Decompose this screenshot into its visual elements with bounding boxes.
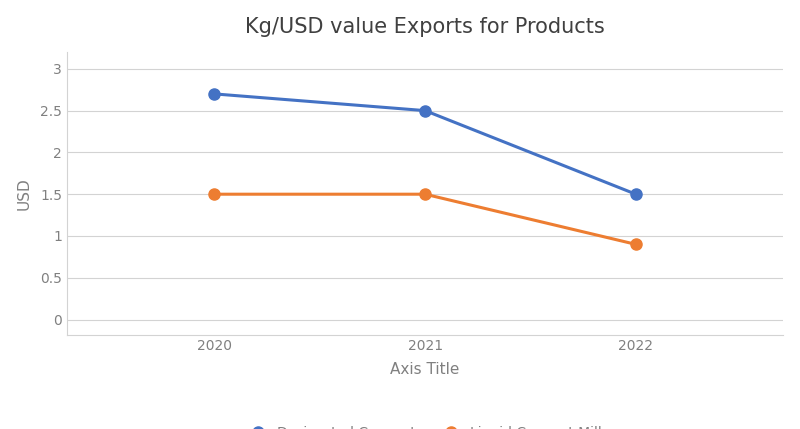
Liquid Coconut Milk (631, 242, 641, 247)
Title: Kg/USD value Exports for Products: Kg/USD value Exports for Products (246, 17, 605, 36)
Liquid Coconut Milk (210, 192, 219, 197)
Desiccated Coconut (631, 192, 641, 197)
X-axis label: Axis Title: Axis Title (390, 362, 460, 377)
Y-axis label: USD: USD (17, 177, 32, 210)
Desiccated Coconut (210, 91, 219, 97)
Line: Desiccated Coconut: Desiccated Coconut (209, 88, 642, 200)
Line: Liquid Coconut Milk: Liquid Coconut Milk (209, 189, 642, 250)
Legend: Desiccated Coconut, Liquid Coconut Milk: Desiccated Coconut, Liquid Coconut Milk (238, 421, 612, 429)
Liquid Coconut Milk (420, 192, 430, 197)
Desiccated Coconut (420, 108, 430, 113)
